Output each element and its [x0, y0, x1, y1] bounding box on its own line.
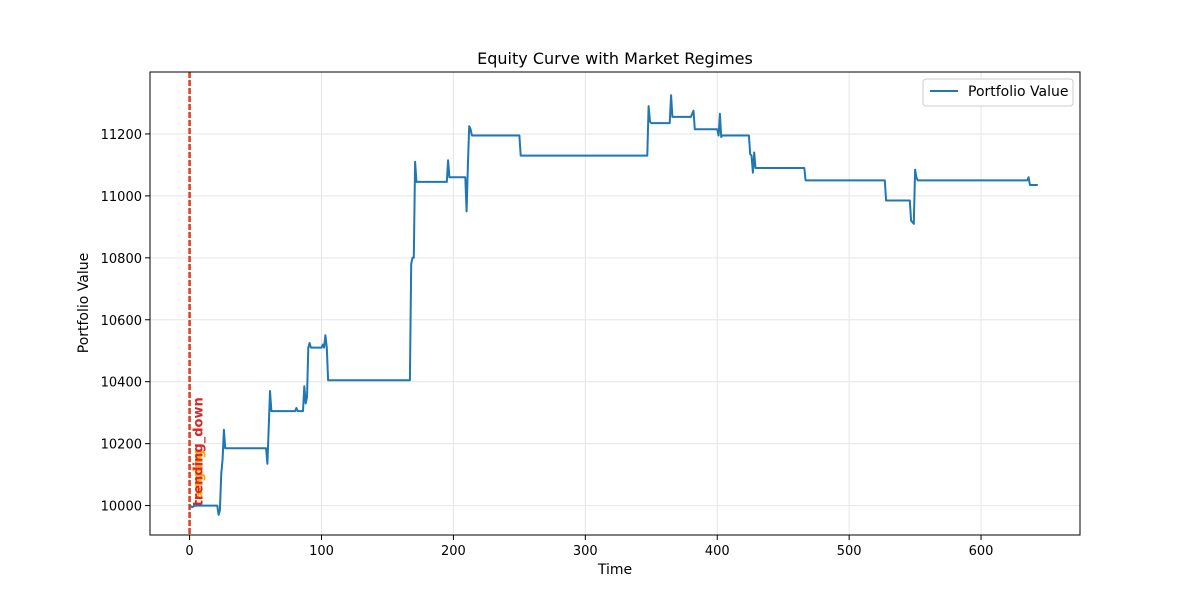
y-tick-label: 10600 — [101, 314, 142, 329]
regime-label-ranging: ranging — [192, 450, 207, 507]
y-tick-label: 10200 — [101, 438, 142, 453]
x-tick-label: 0 — [185, 544, 193, 559]
x-tick-label: 500 — [837, 544, 862, 559]
x-tick-label: 300 — [573, 544, 598, 559]
x-axis-ticks: 0 100 200 300 400 500 600 — [185, 535, 993, 559]
y-tick-label: 10400 — [101, 376, 142, 391]
legend: Portfolio Value — [922, 78, 1074, 107]
y-tick-label: 11200 — [101, 128, 142, 143]
plot-area-frame — [149, 71, 1081, 536]
grid — [150, 72, 1080, 535]
x-tick-label: 100 — [309, 544, 334, 559]
y-axis-label: Portfolio Value — [76, 253, 92, 354]
y-tick-label: 11000 — [101, 190, 142, 205]
x-tick-label: 200 — [441, 544, 466, 559]
x-tick-label: 600 — [969, 544, 994, 559]
y-tick-label: 10800 — [101, 252, 142, 267]
series-layer — [189, 94, 1038, 516]
y-axis-ticks: 10000 10200 10400 10600 10800 11000 11200 — [101, 128, 150, 515]
y-tick-label: 10000 — [101, 500, 142, 515]
chart-title: Equity Curve with Market Regimes — [477, 49, 753, 68]
legend-label-portfolio-value: Portfolio Value — [968, 84, 1069, 100]
series-line-portfolio-value — [189, 94, 1038, 516]
regime-label-trending-down: trending_down — [192, 397, 207, 506]
x-axis-label: Time — [597, 562, 632, 578]
x-tick-label: 400 — [705, 544, 730, 559]
legend-box — [922, 78, 1074, 107]
